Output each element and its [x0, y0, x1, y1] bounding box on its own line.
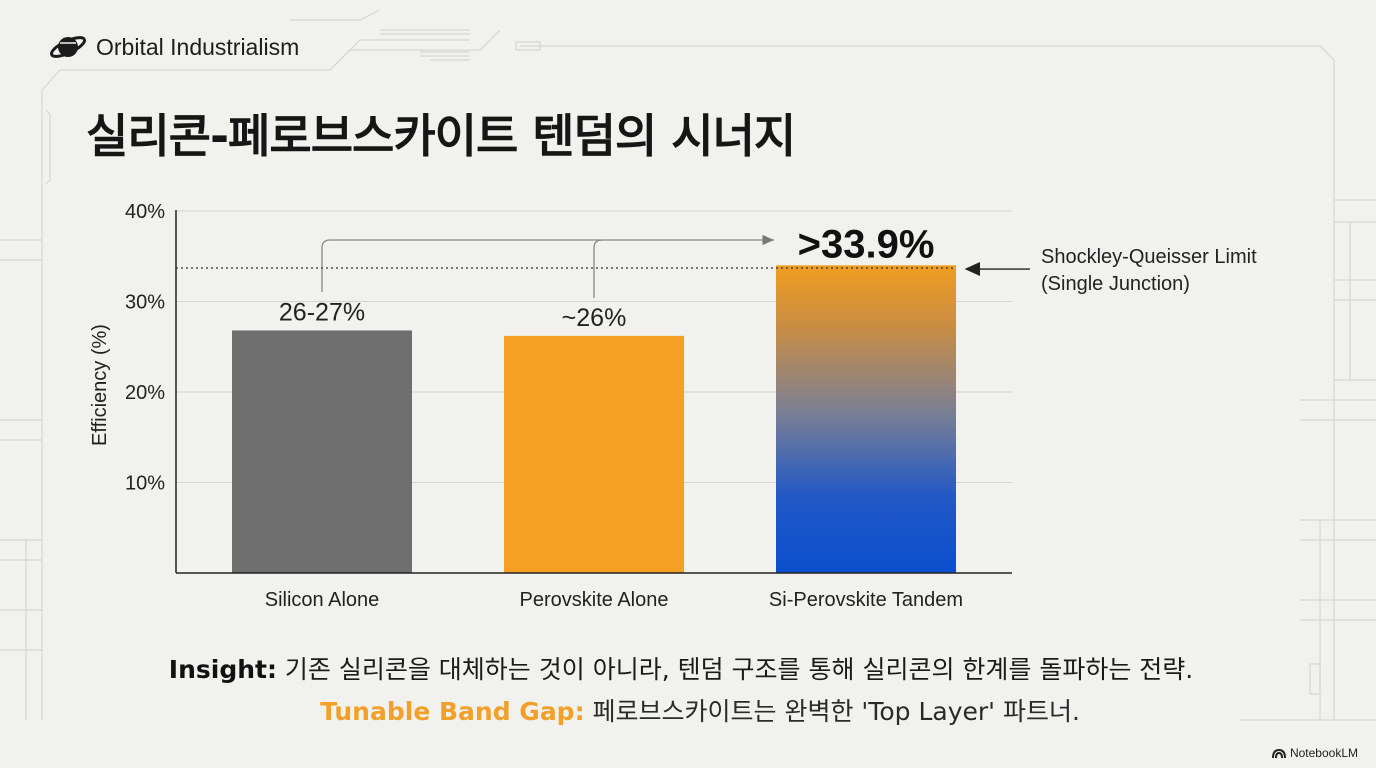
y-tick-label: 10%	[125, 473, 165, 495]
insight-text: 기존 실리콘을 대체하는 것이 아니라, 텐덤 구조를 통해 실리콘의 한계를 …	[276, 655, 1194, 684]
bar	[504, 335, 684, 573]
y-tick-label: 40%	[125, 201, 165, 223]
reference-label: Shockley-Queisser Limit	[1041, 246, 1257, 268]
x-tick-label: Si-Perovskite Tandem	[769, 589, 963, 611]
notebooklm-logo-icon	[1271, 748, 1286, 759]
bar-value-label: ~26%	[562, 304, 627, 332]
planet-icon	[49, 36, 87, 58]
bars	[232, 265, 956, 573]
connector-arrow	[593, 239, 603, 298]
insight-key: Insight:	[168, 655, 277, 684]
watermark: NotebookLM	[1271, 746, 1358, 760]
band-gap-text: 페로브스카이트는 완벽한 'Top Layer' 파트너.	[584, 697, 1080, 726]
reference-line-group: Shockley-Queisser Limit (Single Junction)	[176, 234, 1257, 298]
brand-name: Orbital Industrialism	[96, 33, 300, 60]
bar-value-label: 26-27%	[279, 298, 365, 326]
page-title: 실리콘-페로브스카이트 텐덤의 시너지	[86, 109, 796, 163]
band-gap-line: Tunable Band Gap: 페로브스카이트는 완벽한 'Top Laye…	[12, 692, 1376, 728]
bar-value-label: >33.9%	[798, 222, 935, 266]
bar	[232, 330, 412, 573]
y-tick-label: 30%	[125, 292, 165, 314]
y-axis-label: Efficiency (%)	[89, 324, 111, 446]
y-tick-label: 20%	[125, 382, 165, 404]
y-axis-ticks: 10% 20% 30% 40%	[125, 201, 165, 495]
x-axis-ticks: Silicon Alone Perovskite Alone Si-Perovski…	[265, 589, 963, 611]
reference-sublabel: (Single Junction)	[1041, 273, 1190, 295]
brand-header: Orbital Industrialism	[48, 32, 299, 62]
connector-arrow	[321, 234, 774, 292]
watermark-text: NotebookLM	[1289, 746, 1358, 760]
x-tick-label: Perovskite Alone	[520, 589, 669, 611]
band-gap-key: Tunable Band Gap:	[320, 697, 585, 726]
x-tick-label: Silicon Alone	[265, 589, 380, 611]
bar	[776, 265, 956, 573]
value-labels: 26-27% ~26% >33.9%	[279, 222, 934, 332]
insight-line: Insight: 기존 실리콘을 대체하는 것이 아니라, 텐덤 구조를 통해 …	[0, 650, 1369, 686]
